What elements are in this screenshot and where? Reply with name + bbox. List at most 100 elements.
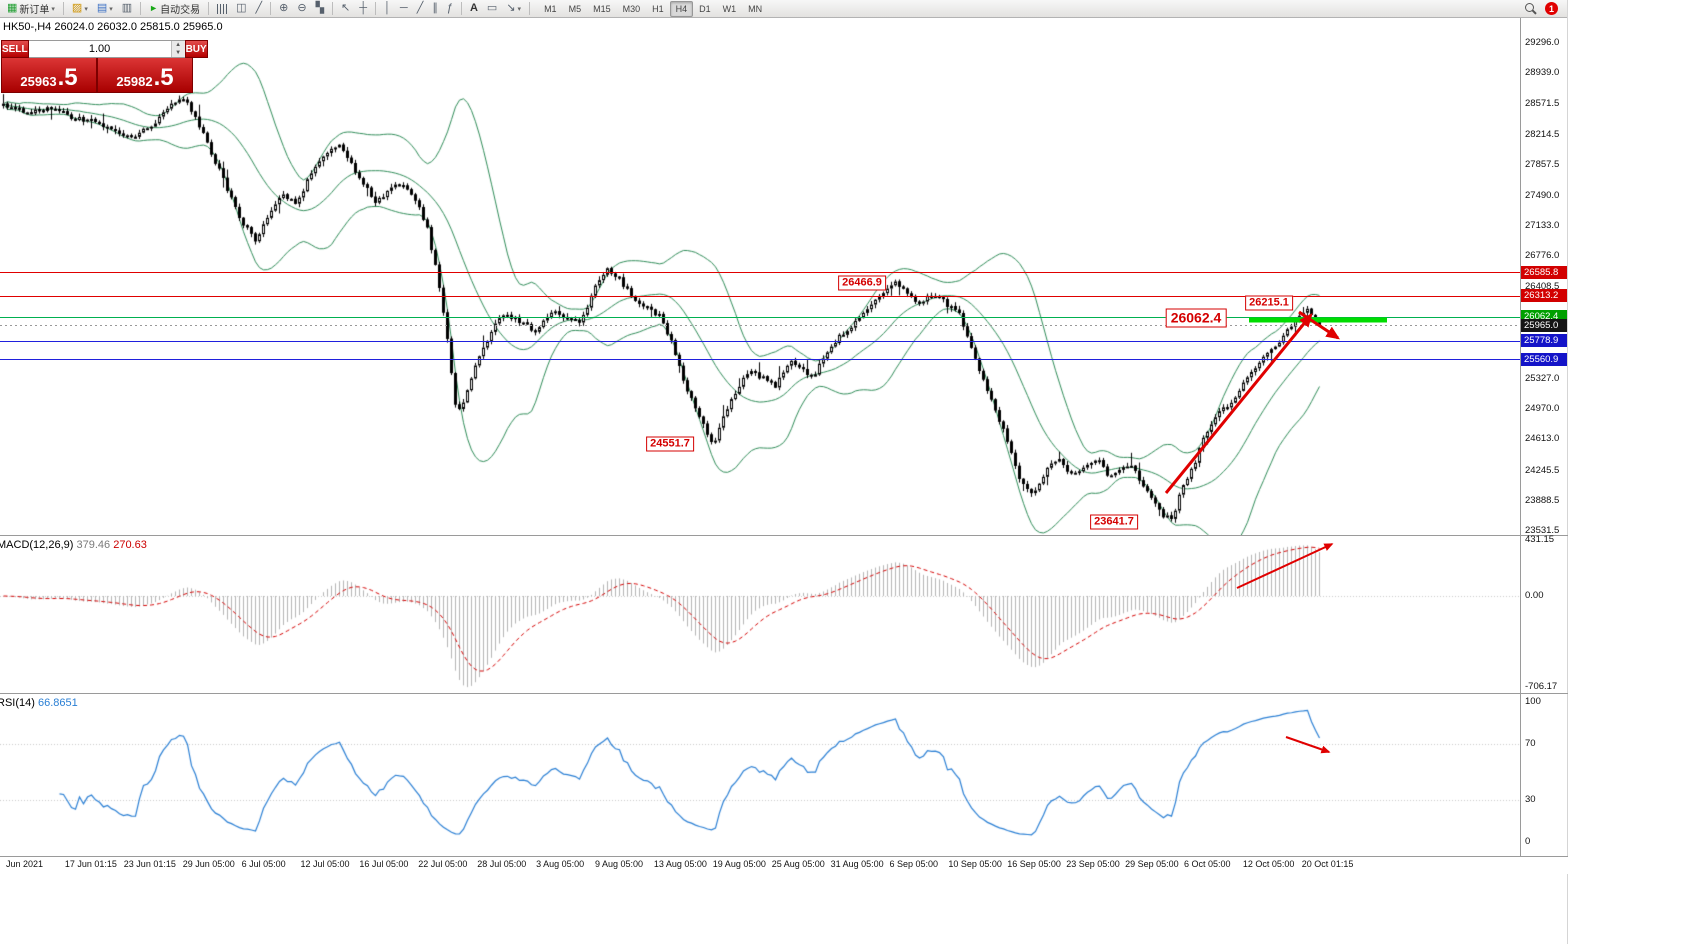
symbol-period: HK50-,H4 — [3, 21, 52, 33]
toolbar-separator — [270, 2, 272, 15]
volume-down-button[interactable]: ▼ — [171, 49, 185, 57]
date-label: 12 Jul 05:00 — [300, 859, 350, 869]
sell-price[interactable]: 25963 .5 — [1, 58, 97, 93]
text-tool-button[interactable]: A — [466, 1, 482, 17]
timeframe-button[interactable]: MN — [742, 1, 768, 17]
date-label: 22 Jul 05:00 — [418, 859, 468, 869]
toolbar-separator — [460, 2, 462, 15]
price-axis-label: 29296.0 — [1525, 37, 1560, 48]
horizontal-line-button[interactable]: ─ — [396, 1, 412, 17]
toolbar-separator — [140, 2, 142, 15]
price-tag: 25778.9 — [1521, 334, 1567, 348]
volume-up-button[interactable]: ▲ — [171, 41, 185, 49]
macd-label: MACD(12,26,9) 379.46 270.63 — [0, 539, 147, 551]
bar-chart-button[interactable] — [213, 1, 231, 17]
macd-panel-canvas[interactable] — [0, 536, 1520, 693]
volume-input[interactable] — [28, 41, 171, 57]
panel-separator[interactable] — [0, 693, 1568, 694]
timeframe-button[interactable]: H4 — [669, 0, 694, 17]
new-chart-button[interactable]: ▨ ▾ — [68, 1, 92, 17]
play-icon: ► — [149, 3, 159, 13]
chevron-down-icon: ▾ — [517, 5, 522, 13]
market-watch-button[interactable]: ▥ — [118, 1, 136, 17]
price-callout-label[interactable]: 24551.7 — [646, 436, 694, 452]
date-label: 9 Aug 05:00 — [595, 859, 644, 869]
timeframe-button[interactable]: M1 — [538, 1, 563, 17]
buy-price-int: 25982 — [116, 74, 153, 89]
mt4-window: ▦ 新订单 ▾ ▨ ▾ ▤ ▾ ▥ ► 自动交易 — [0, 0, 1568, 944]
date-label: 16 Sep 05:00 — [1007, 859, 1061, 869]
buy-price[interactable]: 25982 .5 — [97, 58, 193, 93]
fibonacci-button[interactable]: ƒ — [443, 1, 457, 17]
rsi-value: 66.8651 — [37, 697, 78, 709]
candlestick-chart-icon: ◫ — [236, 2, 247, 14]
line-chart-button[interactable]: ╱ — [252, 1, 267, 17]
price-axis-separator — [1520, 18, 1521, 856]
chevron-down-icon: ▾ — [109, 5, 113, 13]
chevron-down-icon: ▾ — [51, 5, 55, 13]
buy-button[interactable]: BUY — [184, 40, 208, 58]
timeframe-button[interactable]: M15 — [587, 1, 617, 17]
cursor-icon: ↖ — [341, 2, 351, 14]
timeframe-button[interactable]: W1 — [717, 1, 743, 17]
price-callout-label[interactable]: 26215.1 — [1245, 295, 1293, 311]
main-chart-canvas[interactable] — [0, 18, 1520, 535]
zoom-in-icon: ⊕ — [279, 2, 289, 14]
time-axis[interactable]: Jun 2021 17 Jun 01:15 23 Jun 01:15 29 Jun 0… — [0, 856, 1568, 874]
price-tag: 26585.8 — [1521, 265, 1567, 279]
trendline-button[interactable]: ╱ — [413, 1, 428, 17]
toolbar-separator — [375, 2, 377, 15]
autotrading-button[interactable]: ► 自动交易 — [145, 1, 204, 17]
price-callout-label[interactable]: 23641.7 — [1090, 514, 1138, 530]
price-tag: 26313.2 — [1521, 289, 1567, 303]
price-tag: 25965.0 — [1521, 318, 1567, 332]
new-order-label: 新订单 — [19, 5, 50, 16]
sell-button[interactable]: SELL — [1, 40, 29, 58]
price-callout-label[interactable]: 26466.9 — [838, 275, 886, 291]
tile-windows-icon: ▚ — [315, 2, 325, 14]
chevron-down-icon: ▾ — [84, 5, 88, 13]
crosshair-button[interactable]: ┼ — [355, 1, 371, 17]
zoom-in-button[interactable]: ⊕ — [275, 1, 292, 17]
cursor-button[interactable]: ↖ — [337, 1, 354, 17]
macd-axis-label: 431.15 — [1525, 534, 1555, 546]
channel-button[interactable]: ∥ — [428, 1, 442, 17]
one-click-trading-panel: SELL ▲ ▼ BUY 25963 .5 25982 .5 — [1, 40, 208, 93]
macd-axis-label: -706.17 — [1525, 681, 1558, 693]
date-label: Jun 2021 — [6, 859, 44, 869]
notification-badge[interactable]: 1 — [1545, 2, 1558, 15]
date-label: 23 Sep 05:00 — [1066, 859, 1120, 869]
price-tag: 26062.4 — [1521, 310, 1567, 324]
market-watch-icon: ▥ — [121, 2, 133, 14]
zoom-out-button[interactable]: ⊖ — [293, 1, 310, 17]
timeframe-button[interactable]: M30 — [617, 1, 647, 17]
candlestick-chart-button[interactable]: ◫ — [232, 1, 250, 17]
tile-windows-button[interactable]: ▚ — [312, 1, 328, 17]
timeframe-button[interactable]: H1 — [646, 1, 670, 17]
rsi-label: RSI(14) 66.8651 — [0, 697, 78, 709]
panel-separator[interactable] — [0, 535, 1568, 536]
vertical-line-button[interactable]: │ — [380, 1, 395, 17]
price-axis-label: 28939.0 — [1525, 67, 1560, 79]
arrows-tool-button[interactable]: ↘ ▾ — [502, 1, 525, 17]
price-axis-label: 23888.5 — [1525, 494, 1560, 506]
profiles-button[interactable]: ▤ ▾ — [93, 1, 117, 17]
macd-signal-value: 270.63 — [113, 539, 147, 551]
rsi-axis-label: 0 — [1525, 836, 1531, 847]
new-order-button[interactable]: ▦ 新订单 ▾ — [3, 1, 59, 17]
search-button[interactable] — [1521, 1, 1540, 17]
price-axis-label: 24970.0 — [1525, 403, 1560, 415]
bar-chart-icon — [217, 3, 228, 14]
date-label: 6 Sep 05:00 — [889, 859, 939, 869]
date-label: 3 Aug 05:00 — [536, 859, 585, 869]
price-callout-label[interactable]: 26062.4 — [1165, 308, 1227, 328]
date-label: 12 Oct 05:00 — [1242, 859, 1295, 869]
new-order-icon: ▦ — [7, 2, 18, 14]
timeframe-button[interactable]: M5 — [563, 1, 588, 17]
price-axis-label: 27133.0 — [1525, 220, 1560, 232]
text-label-button[interactable]: ▭ — [483, 1, 501, 17]
rsi-axis-label: 70 — [1525, 738, 1536, 749]
rsi-panel-canvas[interactable] — [0, 694, 1520, 856]
zoom-out-icon: ⊖ — [297, 2, 307, 14]
timeframe-button[interactable]: D1 — [693, 1, 717, 17]
